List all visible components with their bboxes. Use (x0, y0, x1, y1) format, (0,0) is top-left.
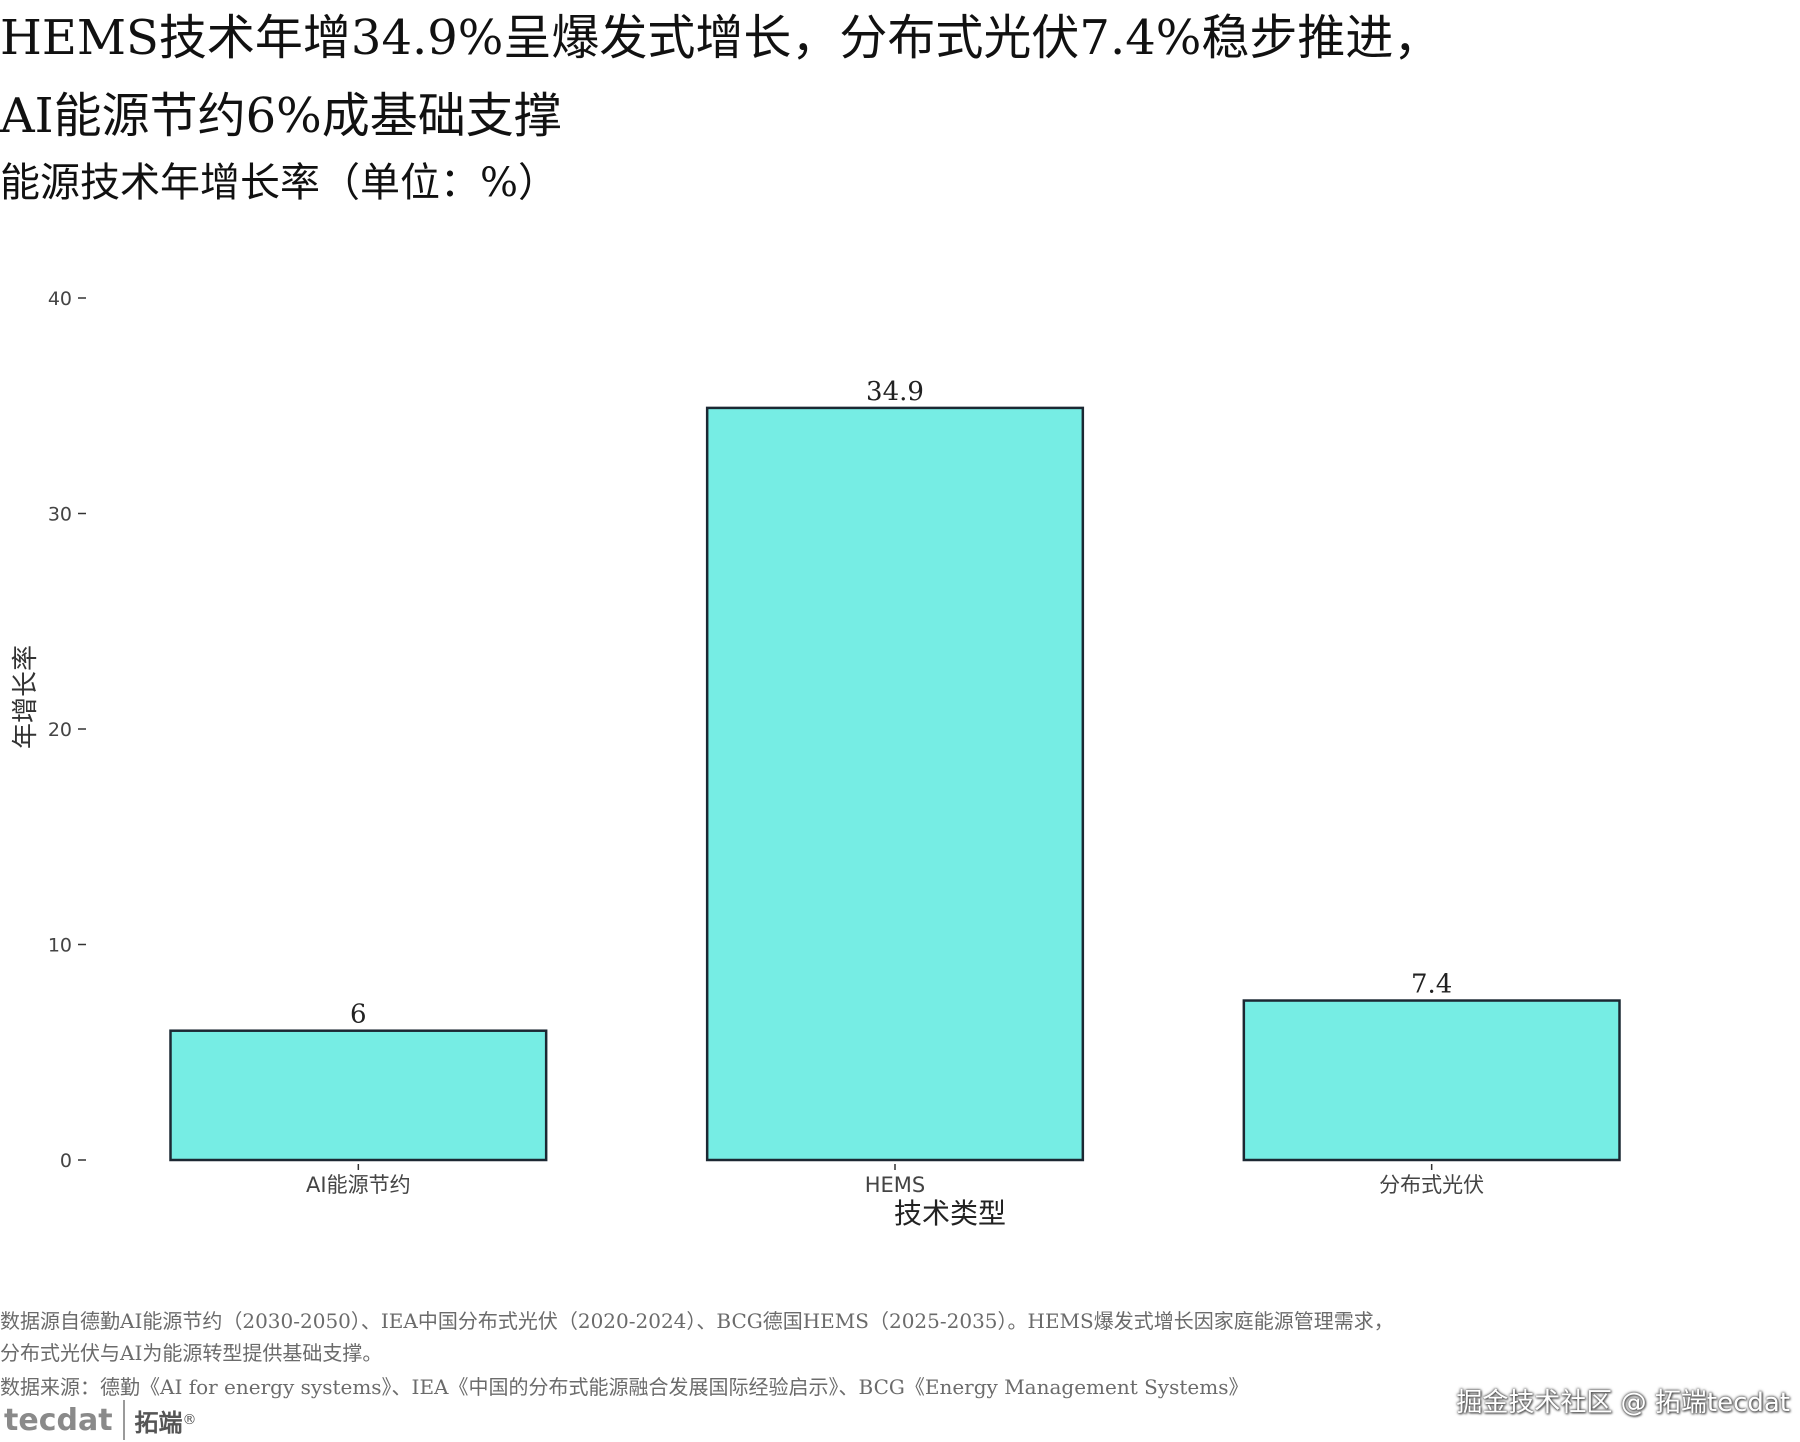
x-tick-label: HEMS (865, 1173, 926, 1197)
y-axis: 0 10 20 30 40 (48, 288, 86, 1172)
y-axis-label: 年增长率 (11, 645, 41, 749)
watermark: 掘金技术社区 @ 拓端tecdat (1456, 1388, 1790, 1418)
chart-title-line-1: HEMS技术年增34.9%呈爆发式增长，分布式光伏7.4%稳步推进， (0, 10, 1442, 66)
bar (169, 1029, 548, 1162)
footnote-line-2: 分布式光伏与AI为能源转型提供基础支撑。 (0, 1341, 383, 1365)
bar-data-label: 34.9 (866, 377, 924, 407)
x-tick-label: 分布式光伏 (1379, 1173, 1484, 1197)
footnote-line-1: 数据源自德勤AI能源节约（2030-2050）、IEA中国分布式光伏（2020-… (0, 1309, 1394, 1333)
bar-data-label: 6 (350, 1000, 367, 1030)
y-tick-label: 20 (48, 719, 72, 741)
chart-subtitle: 能源技术年增长率（单位：%） (0, 160, 559, 206)
bar (1242, 999, 1621, 1162)
y-tick-label: 0 (60, 1150, 72, 1172)
y-tick-label: 30 (48, 504, 72, 526)
logo-mark: tecdat (4, 1402, 113, 1438)
data-source-line: 数据来源：德勤《AI for energy systems》、IEA《中国的分布… (0, 1375, 1249, 1399)
bar (705, 406, 1085, 1162)
logo-cn-text: 拓端 (134, 1408, 183, 1437)
x-axis: AI能源节约 HEMS 分布式光伏 (306, 1164, 1484, 1197)
x-tick-label: AI能源节约 (306, 1173, 411, 1197)
y-tick-label: 40 (48, 288, 72, 310)
logo-divider (122, 1400, 125, 1440)
bars: 6 34.9 7.4 (169, 377, 1621, 1162)
x-axis-label: 技术类型 (894, 1197, 1006, 1230)
tecdat-logo: tecdat 拓端 ® (4, 1398, 197, 1442)
chart-title-line-2: AI能源节约6%成基础支撑 (0, 88, 562, 144)
bar-data-label: 7.4 (1411, 970, 1452, 1000)
y-tick-label: 10 (48, 935, 72, 957)
logo-registered-mark: ® (182, 1412, 197, 1428)
